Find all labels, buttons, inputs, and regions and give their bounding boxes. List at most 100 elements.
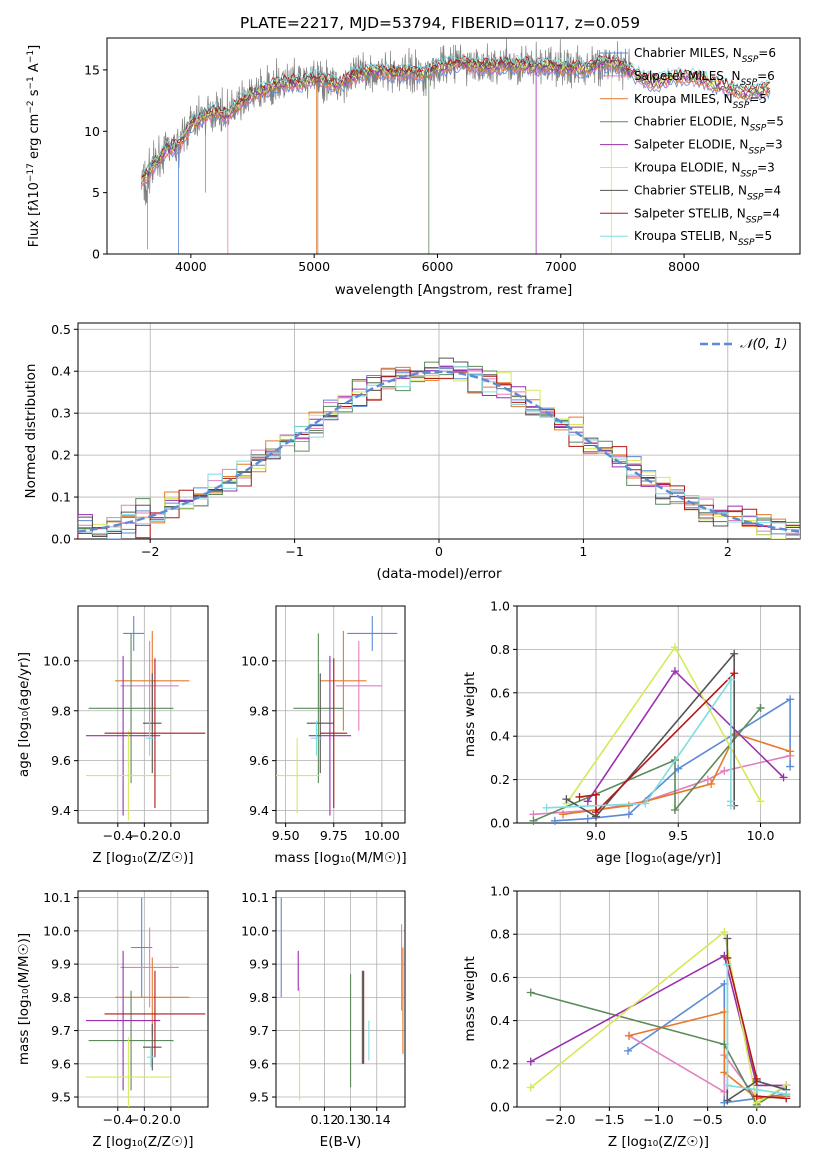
- y-tick-label: 9.6: [249, 753, 269, 768]
- error-bar-point: [146, 1047, 155, 1068]
- mass-weight-marker: [723, 960, 732, 969]
- error-bar-point: [104, 970, 206, 1058]
- axes-frame: [275, 605, 406, 824]
- mass-weight-marker: [730, 649, 739, 658]
- error-bar-point: [335, 640, 382, 731]
- x-tick-label: 9.5: [668, 828, 688, 843]
- error-bar-point: [310, 720, 323, 756]
- x-tick-label: −0.5: [692, 1112, 722, 1127]
- mass-weight-series-line: [579, 672, 735, 815]
- y-tick-label: 0.3: [51, 406, 71, 421]
- x-axis-label: E(B-V): [320, 1134, 362, 1150]
- mass-weight-marker: [575, 792, 584, 801]
- x-tick-label: 0.13: [337, 1112, 365, 1127]
- x-tick-label: 6000: [422, 259, 454, 274]
- x-tick-label: 9.75: [320, 828, 348, 843]
- axes-frame: [275, 890, 406, 1108]
- x-tick-label: 1: [579, 544, 587, 559]
- mass-weight-marker: [726, 801, 735, 810]
- x-tick-label: 0.12: [310, 1112, 338, 1127]
- y-tick-label: 0.0: [51, 532, 71, 547]
- x-tick-label: 9.50: [272, 828, 300, 843]
- mass-weight-marker: [562, 795, 571, 804]
- y-tick-label: 9.4: [249, 803, 269, 818]
- y-tick-label: 9.9: [51, 957, 71, 972]
- x-tick-label: −1.0: [643, 1112, 673, 1127]
- mass-weight-marker: [726, 675, 735, 684]
- residuals-panel: −2 −1 0 1 2 0.0 0.1 0.2 0.3 0.4 0.5 (data-model)/er…: [23, 322, 801, 582]
- y-tick-label: 9.4: [51, 803, 71, 818]
- axes-frame: [106, 37, 801, 255]
- mass-weight-marker: [529, 816, 538, 825]
- mass-weight-marker: [624, 810, 633, 819]
- x-axis-label: (data-model)/error: [376, 566, 502, 582]
- axes-frame: [516, 605, 801, 824]
- axes-frame: [77, 890, 209, 1108]
- mass-weight-series-line: [530, 991, 787, 1106]
- model-spectrum-line: [141, 57, 771, 254]
- mass-weight-series-line: [726, 964, 787, 1095]
- legend-entry: Kroupa ELODIE, NSSP=3: [634, 161, 775, 180]
- mass-weight-marker: [670, 643, 679, 652]
- x-tick-label: 8000: [668, 259, 700, 274]
- mass-weight-marker: [786, 762, 795, 771]
- x-tick-label: 0.0: [161, 828, 181, 843]
- mass-weight-marker: [583, 797, 592, 806]
- mass-weight-series-line: [565, 651, 736, 818]
- legend-entry: Salpeter ELODIE, NSSP=3: [634, 138, 783, 157]
- y-tick-label: 0.8: [490, 642, 510, 657]
- model-spectrum-line: [141, 57, 771, 254]
- mass-weight-marker: [559, 810, 568, 819]
- legend-entry: 𝒩(0, 1): [740, 337, 787, 352]
- y-tick-label: 0.4: [490, 1013, 510, 1028]
- gaussian-reference-curve: [78, 370, 800, 533]
- y-tick-label: 0: [92, 247, 100, 262]
- x-tick-label: 7000: [545, 259, 577, 274]
- x-axis-label: age [log₁₀(age/yr)]: [596, 850, 721, 866]
- error-bar-point: [85, 1037, 171, 1107]
- x-tick-label: −0.2: [129, 828, 159, 843]
- mass-vs-z-panel: −0.4−0.2 0.0 9.5 9.6 9.7 9.8 9.9 10.0 10.1 Z [log…: [16, 890, 209, 1150]
- mass-weight-series-line: [562, 733, 791, 816]
- y-tick-label: 0.5: [51, 322, 71, 337]
- y-tick-label: 9.5: [51, 1090, 71, 1105]
- y-tick-label: 9.5: [249, 1090, 269, 1105]
- mass-weight-series-line: [533, 707, 762, 822]
- x-tick-label: −0.4: [103, 828, 133, 843]
- y-tick-label: 0.2: [490, 772, 510, 787]
- mass-weight-marker: [624, 801, 633, 810]
- spectrum-panel: 4000 5000 6000 7000 8000 0 5 10 15 wavelength [An…: [26, 37, 801, 298]
- weight-vs-z-panel: −2.0 −1.5 −1.0 −0.5 0.0 0.0 0.2 0.4 0.6 0.8 1.0 Z […: [462, 884, 801, 1150]
- age-vs-z-panel: −0.4−0.2 0.0 9.4 9.6 9.8 10.0 Z [log₁₀(Z/Z☉)] a…: [16, 605, 209, 866]
- mass-weight-marker: [723, 934, 732, 943]
- x-tick-label: 2: [724, 544, 732, 559]
- error-bar-point: [85, 655, 161, 816]
- y-tick-label: 10.1: [241, 890, 269, 905]
- model-spectrum-line: [141, 61, 771, 254]
- mass-weight-marker: [752, 1074, 761, 1083]
- error-bar-point: [88, 633, 174, 784]
- y-tick-label: 9.8: [249, 990, 269, 1005]
- mass-weight-marker: [591, 790, 600, 799]
- y-tick-label: 9.6: [51, 1056, 71, 1071]
- mass-weight-marker: [641, 799, 650, 808]
- x-axis-label: Z [log₁₀(Z/Z☉)]: [92, 1134, 193, 1150]
- x-tick-label: 0.14: [363, 1112, 391, 1127]
- error-bar-point: [320, 630, 367, 731]
- y-axis-label: Flux [fλ10−17 erg cm−2 s−1 A−1]: [26, 45, 42, 247]
- y-tick-label: 5: [92, 185, 100, 200]
- y-tick-label: 1.0: [490, 599, 510, 614]
- error-bar-point: [115, 957, 190, 1038]
- x-tick-label: 9.0: [586, 828, 606, 843]
- x-tick-label: 0.0: [161, 1112, 181, 1127]
- x-axis-label: wavelength [Angstrom, rest frame]: [335, 282, 573, 298]
- observed-spectrum-line: [141, 38, 631, 254]
- error-bar-point: [276, 738, 321, 814]
- y-tick-label: 9.8: [51, 990, 71, 1005]
- error-bar-point: [293, 633, 344, 784]
- y-axis-label: mass [log₁₀(M/M☉)]: [16, 933, 32, 1065]
- model-spectrum-line: [141, 60, 771, 254]
- y-tick-label: 1.0: [490, 884, 510, 899]
- y-tick-label: 10.0: [241, 653, 269, 668]
- error-bar-point: [306, 673, 334, 774]
